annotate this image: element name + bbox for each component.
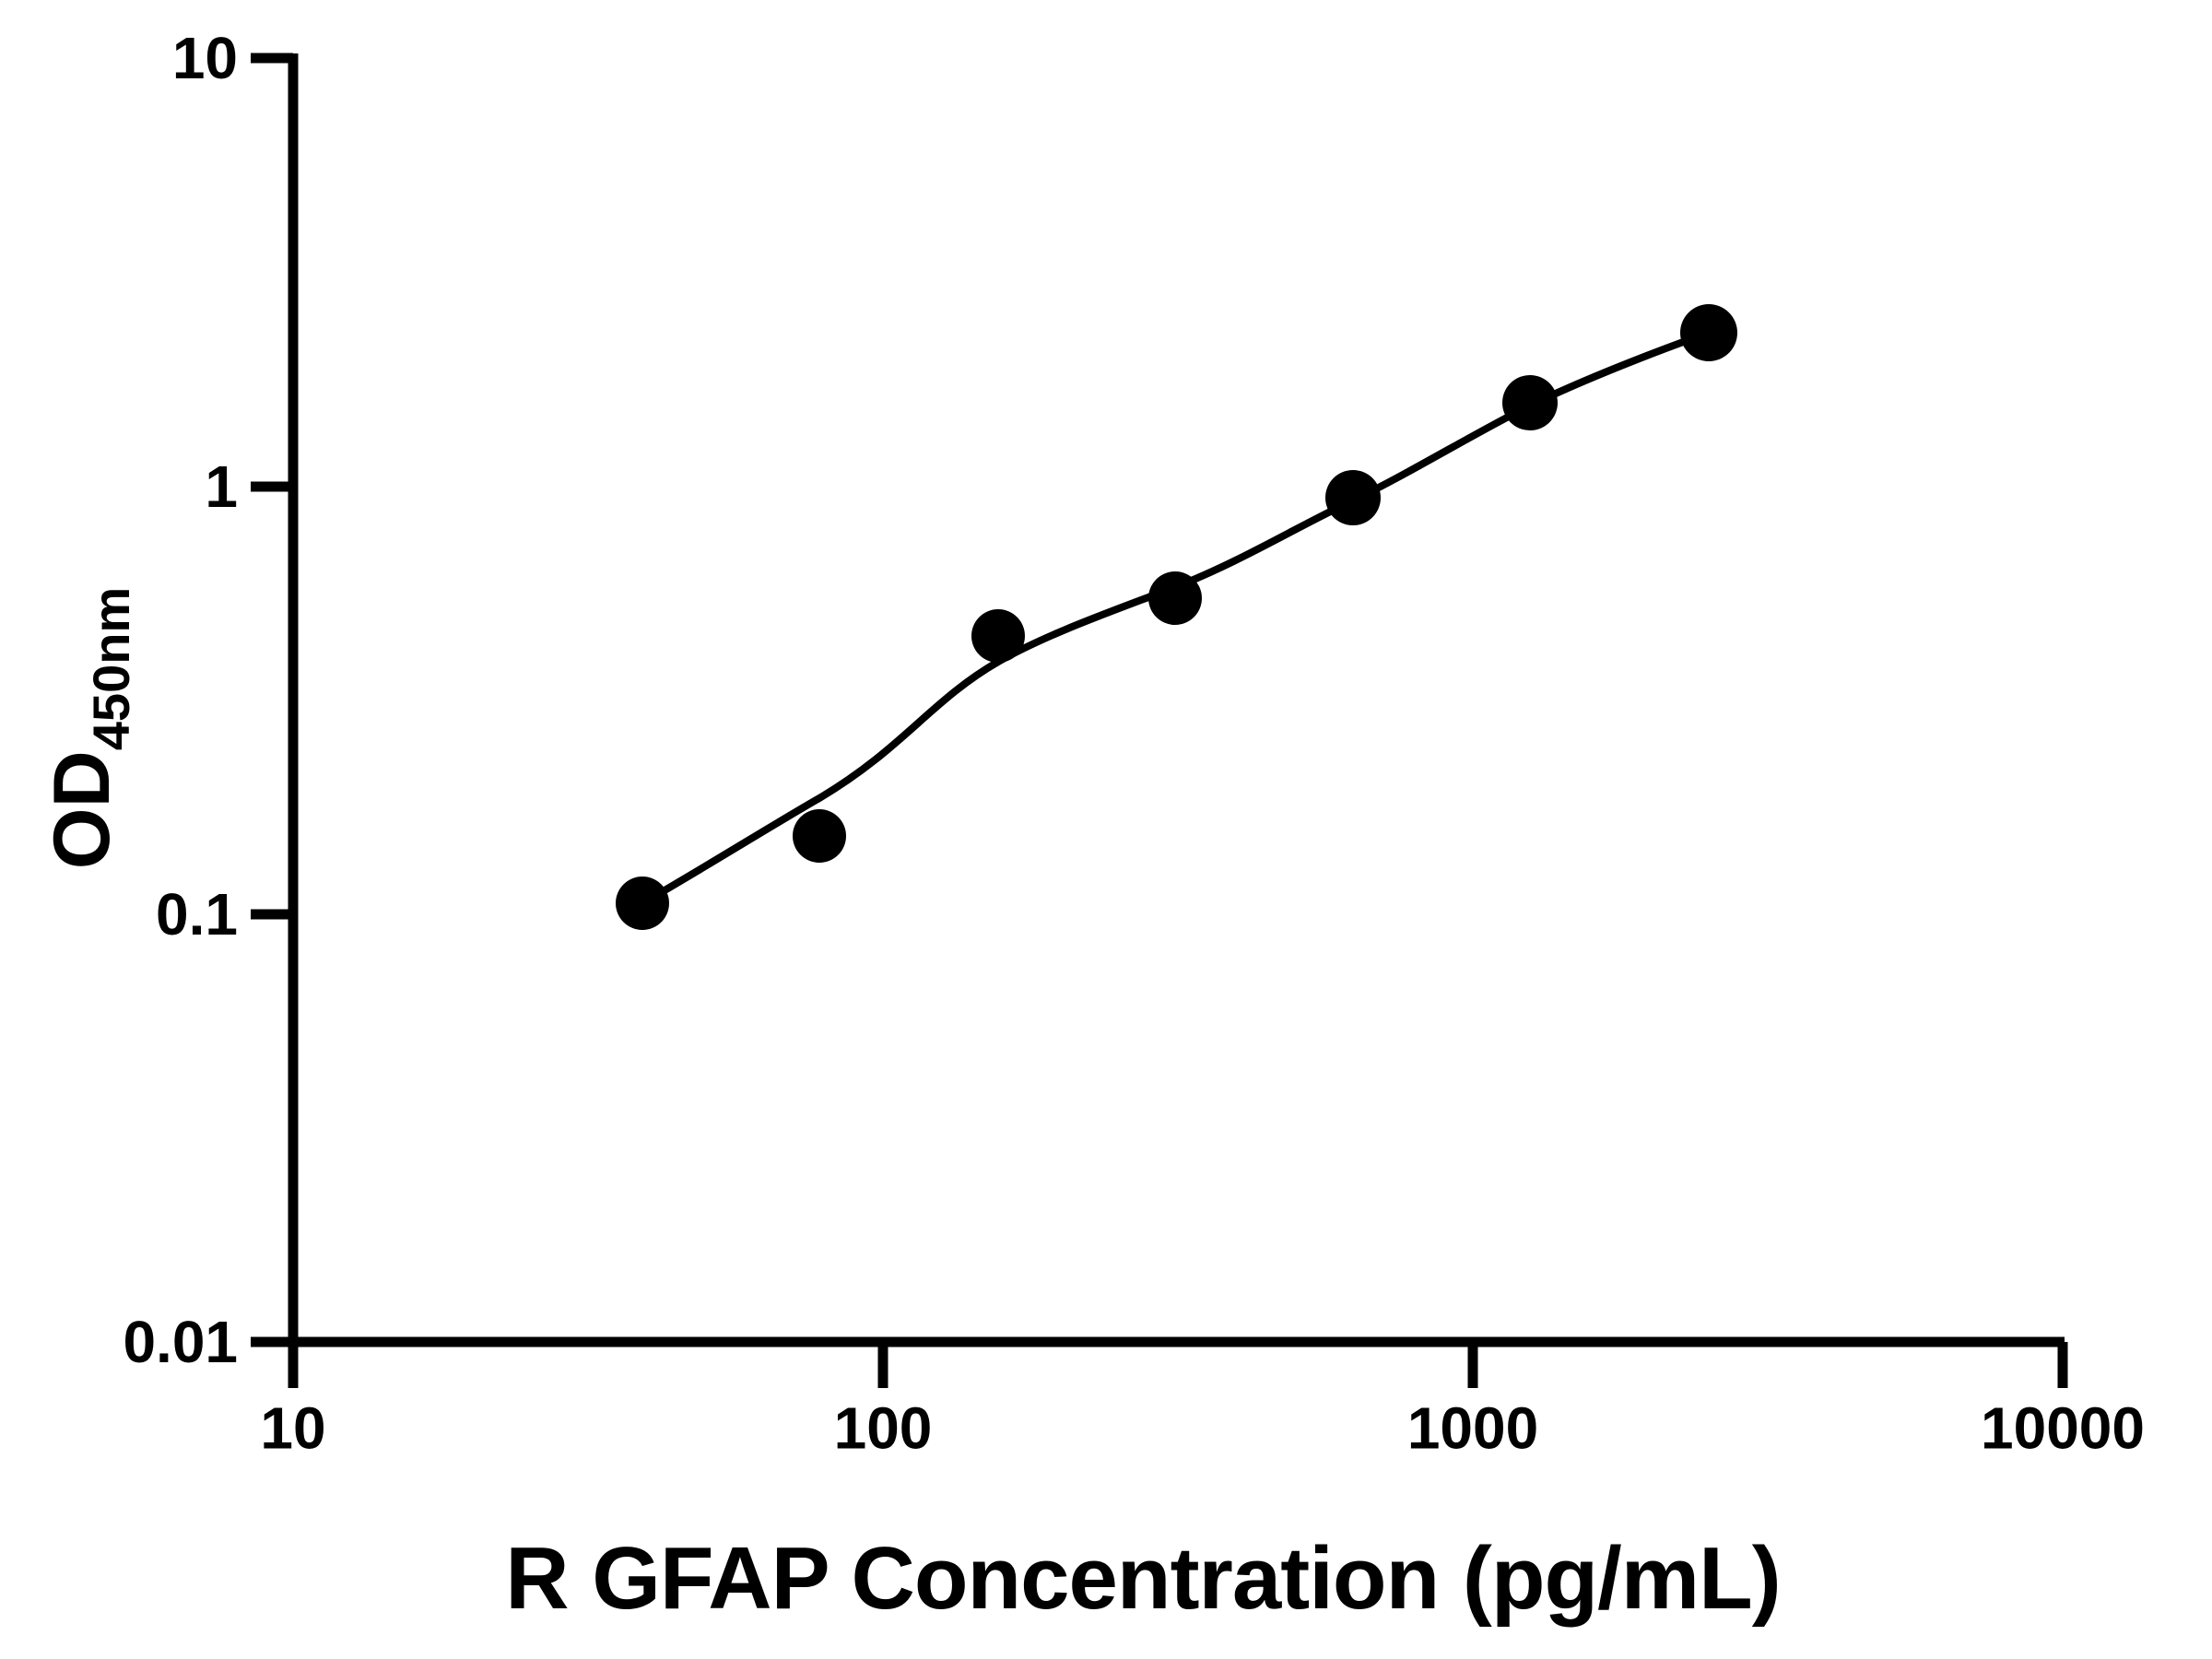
y-tick-label-10: 10 <box>172 25 238 91</box>
data-point-5 <box>1325 470 1381 525</box>
x-tick-label-10000: 10000 <box>1981 1394 2145 1461</box>
x-axis-title: R GFAP Concentration (pg/mL) <box>505 1529 1781 1628</box>
y-axis-title-subscript: 450nm <box>82 587 140 750</box>
x-tick-label-1000: 1000 <box>1407 1394 1538 1461</box>
x-axis-ticks <box>288 1342 2068 1388</box>
y-axis-title-main: OD <box>38 750 126 869</box>
data-point-1 <box>616 877 669 930</box>
data-point-markers <box>616 304 1737 930</box>
x-tick-label-10: 10 <box>260 1394 325 1461</box>
y-axis-ticks <box>251 53 293 1347</box>
data-point-7 <box>1680 304 1737 361</box>
svg-text:OD450nm: OD450nm <box>38 587 140 869</box>
data-point-3 <box>971 609 1025 663</box>
y-tick-label-1: 1 <box>205 453 238 520</box>
data-point-2 <box>793 809 846 863</box>
y-tick-label-0.1: 0.1 <box>156 881 238 947</box>
data-point-4 <box>1148 571 1202 625</box>
y-tick-label-0.01: 0.01 <box>123 1309 238 1375</box>
y-axis-title: OD450nm <box>38 587 140 869</box>
data-point-6 <box>1502 375 1558 430</box>
x-tick-label-100: 100 <box>834 1394 933 1461</box>
